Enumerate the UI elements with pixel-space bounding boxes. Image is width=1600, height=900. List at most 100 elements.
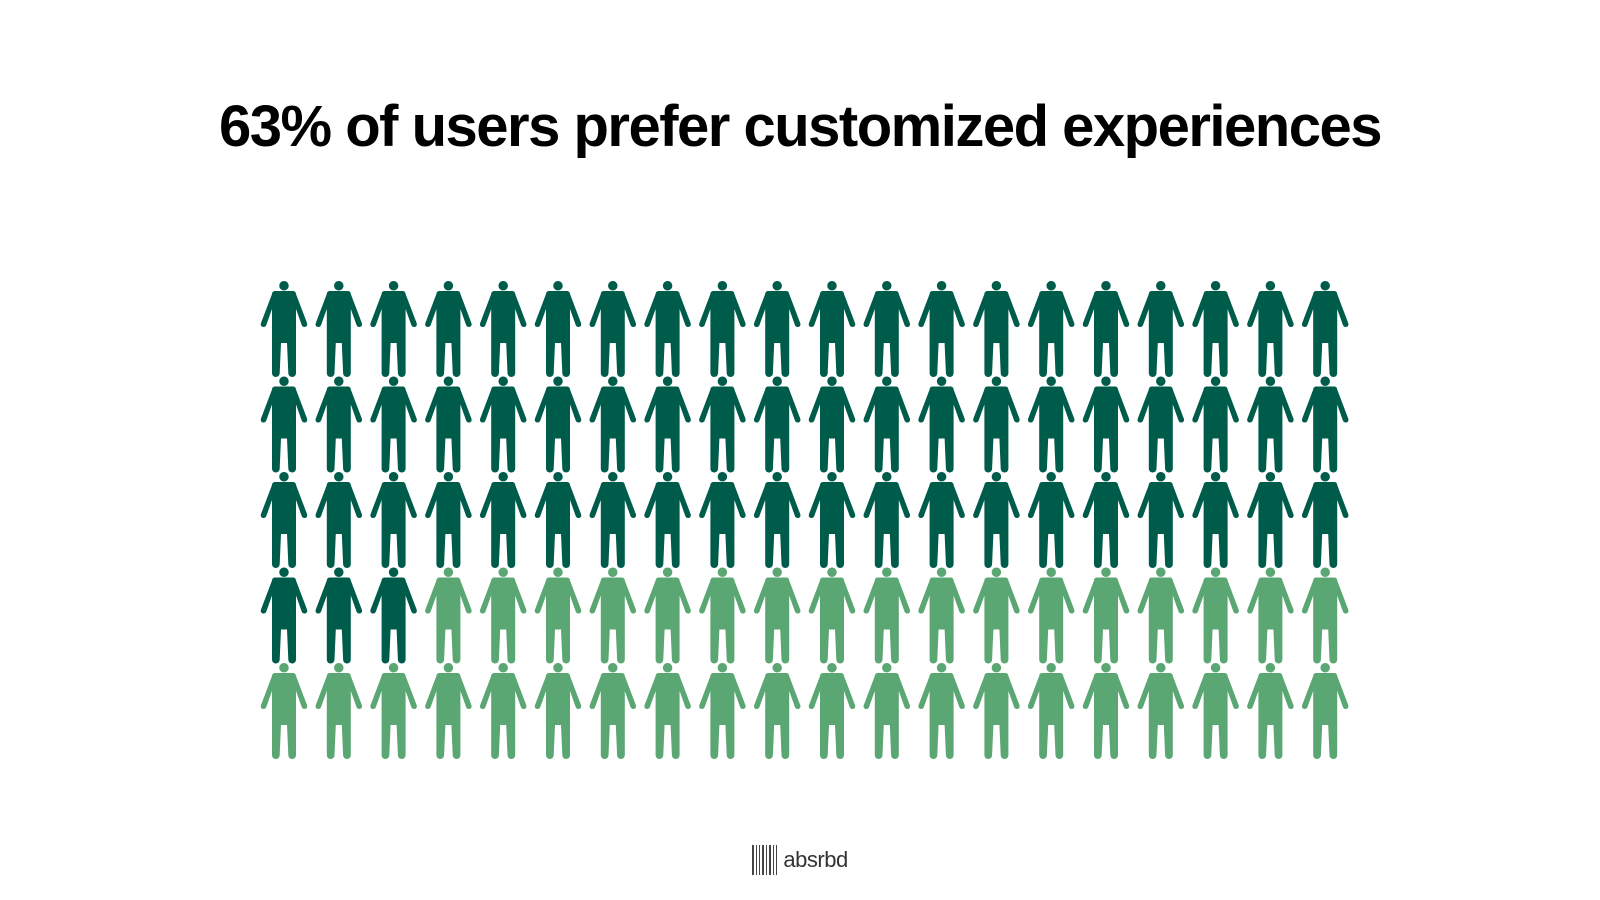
person-icon-highlighted (1247, 281, 1294, 377)
person-icon-highlighted (534, 376, 582, 473)
person-icon-highlighted (315, 567, 363, 664)
person-icon-highlighted (808, 376, 856, 473)
person-icon-highlighted (863, 376, 911, 473)
person-icon-remainder (863, 663, 911, 759)
person-icon-highlighted (1082, 281, 1130, 377)
person-icon-highlighted (1027, 281, 1075, 377)
person-icon-highlighted (808, 281, 856, 377)
person-icon-highlighted (1082, 472, 1130, 568)
person-icon-highlighted (1027, 472, 1075, 568)
person-icon-remainder (425, 567, 472, 664)
person-icon-highlighted (1247, 472, 1294, 568)
person-icon-remainder (699, 567, 746, 664)
person-icon-highlighted (918, 376, 965, 473)
person-icon-highlighted (973, 376, 1020, 473)
person-icon-remainder (1082, 567, 1130, 664)
person-icon-remainder (973, 567, 1020, 664)
person-icon-highlighted (753, 281, 801, 377)
person-icon-remainder (1247, 663, 1294, 759)
person-icon-highlighted (1027, 376, 1075, 473)
person-icon-highlighted (315, 472, 363, 568)
person-icon-highlighted (479, 472, 527, 568)
brand-logo-text: absrbd (783, 847, 848, 872)
person-icon-highlighted (1192, 472, 1239, 568)
person-icon-highlighted (863, 472, 911, 568)
person-icon-highlighted (1301, 281, 1349, 377)
person-icon-remainder (534, 567, 582, 664)
person-icon-highlighted (370, 567, 417, 664)
person-icon-remainder (973, 663, 1020, 759)
person-icon-highlighted (1301, 472, 1349, 568)
person-icon-highlighted (1082, 376, 1130, 473)
person-icon-highlighted (589, 376, 637, 473)
person-icon-highlighted (1137, 281, 1185, 377)
person-icon-highlighted (1137, 376, 1185, 473)
person-icon-remainder (534, 663, 582, 759)
barcode-icon (752, 845, 778, 875)
person-icon-remainder (918, 567, 965, 664)
person-icon-highlighted (479, 281, 527, 377)
person-icon-highlighted (260, 376, 308, 473)
person-icon-highlighted (260, 281, 308, 377)
person-icon-remainder (479, 567, 527, 664)
person-icon-highlighted (589, 281, 637, 377)
person-icon-highlighted (753, 472, 801, 568)
person-icon-remainder (479, 663, 527, 759)
person-icon-highlighted (370, 376, 417, 473)
person-icon-highlighted (425, 281, 472, 377)
person-icon-highlighted (699, 281, 746, 377)
person-icon-remainder (1082, 663, 1130, 759)
person-icon-highlighted (534, 281, 582, 377)
person-icon-remainder (1192, 663, 1239, 759)
person-icon-remainder (1137, 663, 1185, 759)
person-icon-highlighted (260, 567, 308, 664)
person-icon-remainder (370, 663, 417, 759)
person-icon-highlighted (753, 376, 801, 473)
person-icon-remainder (753, 567, 801, 664)
person-icon-highlighted (1137, 472, 1185, 568)
person-icon-highlighted (479, 376, 527, 473)
person-icon-highlighted (973, 281, 1020, 377)
person-icon-remainder (1137, 567, 1185, 664)
person-icon-highlighted (918, 472, 965, 568)
person-icon-remainder (1247, 567, 1294, 664)
person-icon-highlighted (425, 376, 472, 473)
person-icon-highlighted (1247, 376, 1294, 473)
person-icon-remainder (315, 663, 363, 759)
person-icon-highlighted (863, 281, 911, 377)
person-icon-remainder (1027, 567, 1075, 664)
person-icon-highlighted (370, 281, 417, 377)
person-icon-highlighted (699, 376, 746, 473)
person-icon-highlighted (973, 472, 1020, 568)
person-icon-highlighted (1301, 376, 1349, 473)
person-icon-remainder (644, 567, 691, 664)
person-icon-remainder (753, 663, 801, 759)
person-icon-remainder (918, 663, 965, 759)
person-icon-highlighted (644, 472, 691, 568)
person-icon-highlighted (644, 376, 691, 473)
person-icon-remainder (589, 663, 637, 759)
person-icon-highlighted (1192, 281, 1239, 377)
person-icon-remainder (863, 567, 911, 664)
person-icon-remainder (808, 663, 856, 759)
chart-title: 63% of users prefer customized experienc… (219, 94, 1382, 159)
person-icon-remainder (1192, 567, 1239, 664)
person-icon-remainder (808, 567, 856, 664)
person-icon-highlighted (260, 472, 308, 568)
person-icon-highlighted (534, 472, 582, 568)
person-icon-highlighted (644, 281, 691, 377)
person-icon-highlighted (370, 472, 417, 568)
person-icon-highlighted (315, 281, 363, 377)
person-icon-highlighted (918, 281, 965, 377)
person-icon-highlighted (699, 472, 746, 568)
person-icon-highlighted (1192, 376, 1239, 473)
person-icon-remainder (1301, 663, 1349, 759)
person-icon-remainder (1027, 663, 1075, 759)
person-icon-highlighted (425, 472, 472, 568)
person-icon-remainder (589, 567, 637, 664)
person-icon-remainder (1301, 567, 1349, 664)
person-icon-remainder (260, 663, 308, 759)
person-icon-highlighted (315, 376, 363, 473)
person-icon-remainder (425, 663, 472, 759)
